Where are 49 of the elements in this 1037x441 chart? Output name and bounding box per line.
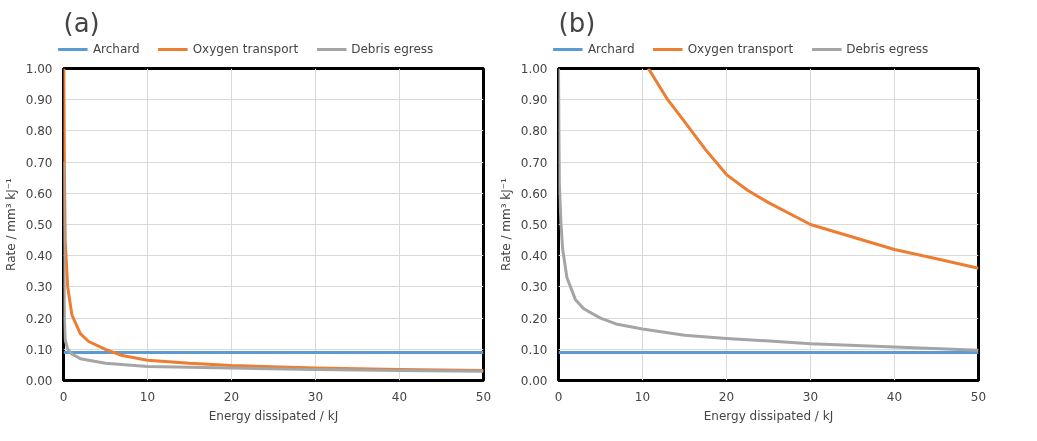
y-axis-title: Rate / mm³ kJ⁻¹ <box>498 177 513 271</box>
y-tick-label: 0.10 <box>520 342 548 357</box>
x-tick-label: 10 <box>139 389 156 404</box>
x-tick-label: 0 <box>554 389 563 404</box>
y-tick-label: 0.40 <box>520 249 548 264</box>
legend-label: Debris egress <box>846 42 929 56</box>
x-tick-label: 30 <box>307 389 324 404</box>
legend-label: Archard <box>92 42 140 56</box>
y-tick-label: 1.00 <box>520 62 548 76</box>
x-axis-title: Energy dissipated / kJ <box>208 408 339 423</box>
y-tick-label: 0.90 <box>520 93 548 108</box>
y-tick-label: 0.50 <box>25 218 53 232</box>
x-tick-label: 50 <box>475 389 492 404</box>
y-tick-label: 0.20 <box>520 311 548 326</box>
y-tick-label: 0.40 <box>25 249 53 264</box>
legend-label: Archard <box>587 42 635 56</box>
y-tick-label: 0.70 <box>25 155 53 170</box>
y-tick-label: 0.10 <box>25 342 53 357</box>
x-tick-label: 20 <box>223 389 240 404</box>
y-tick-label: 0.90 <box>25 93 53 108</box>
y-tick-label: 0.50 <box>520 218 548 232</box>
y-tick-label: 0.30 <box>520 280 548 295</box>
y-tick-label: 0.00 <box>520 374 548 388</box>
x-tick-label: 30 <box>802 389 819 404</box>
x-tick-label: 0 <box>59 389 68 404</box>
line-series <box>63 160 484 373</box>
y-tick-label: 0.60 <box>520 186 548 201</box>
legend-label: Debris egress <box>351 42 434 56</box>
x-tick-label: 40 <box>886 389 903 404</box>
chart-title: (b) <box>558 7 596 38</box>
y-tick-label: 0.20 <box>25 311 53 326</box>
y-tick-label: 0.70 <box>520 155 548 170</box>
line-series <box>558 68 979 352</box>
x-tick-label: 10 <box>634 389 651 404</box>
line-series <box>646 68 979 270</box>
y-tick-label: 0.80 <box>25 124 53 139</box>
chart-title: (a) <box>63 7 100 38</box>
x-tick-label: 20 <box>718 389 735 404</box>
y-axis-title: Rate / mm³ kJ⁻¹ <box>3 177 18 271</box>
legend-label: Oxygen transport <box>192 42 299 56</box>
y-tick-label: 0.80 <box>520 124 548 139</box>
y-tick-label: 0.30 <box>25 280 53 295</box>
y-tick-label: 0.00 <box>25 374 53 388</box>
x-tick-label: 40 <box>391 389 408 404</box>
x-axis-title: Energy dissipated / kJ <box>703 408 834 423</box>
y-tick-label: 0.60 <box>25 186 53 201</box>
y-tick-label: 1.00 <box>25 62 53 76</box>
legend-label: Oxygen transport <box>687 42 794 56</box>
x-tick-label: 50 <box>970 389 987 404</box>
